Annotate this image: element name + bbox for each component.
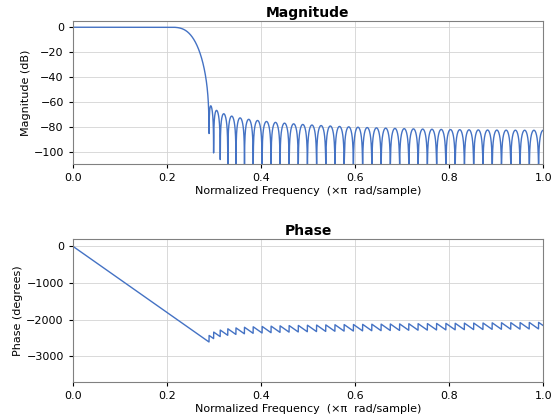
Y-axis label: Phase (degrees): Phase (degrees) — [13, 265, 24, 356]
X-axis label: Normalized Frequency  (×π  rad/sample): Normalized Frequency (×π rad/sample) — [195, 186, 421, 196]
Y-axis label: Magnitude (dB): Magnitude (dB) — [21, 50, 31, 136]
Title: Magnitude: Magnitude — [266, 6, 350, 20]
X-axis label: Normalized Frequency  (×π  rad/sample): Normalized Frequency (×π rad/sample) — [195, 404, 421, 414]
Title: Phase: Phase — [284, 224, 332, 238]
